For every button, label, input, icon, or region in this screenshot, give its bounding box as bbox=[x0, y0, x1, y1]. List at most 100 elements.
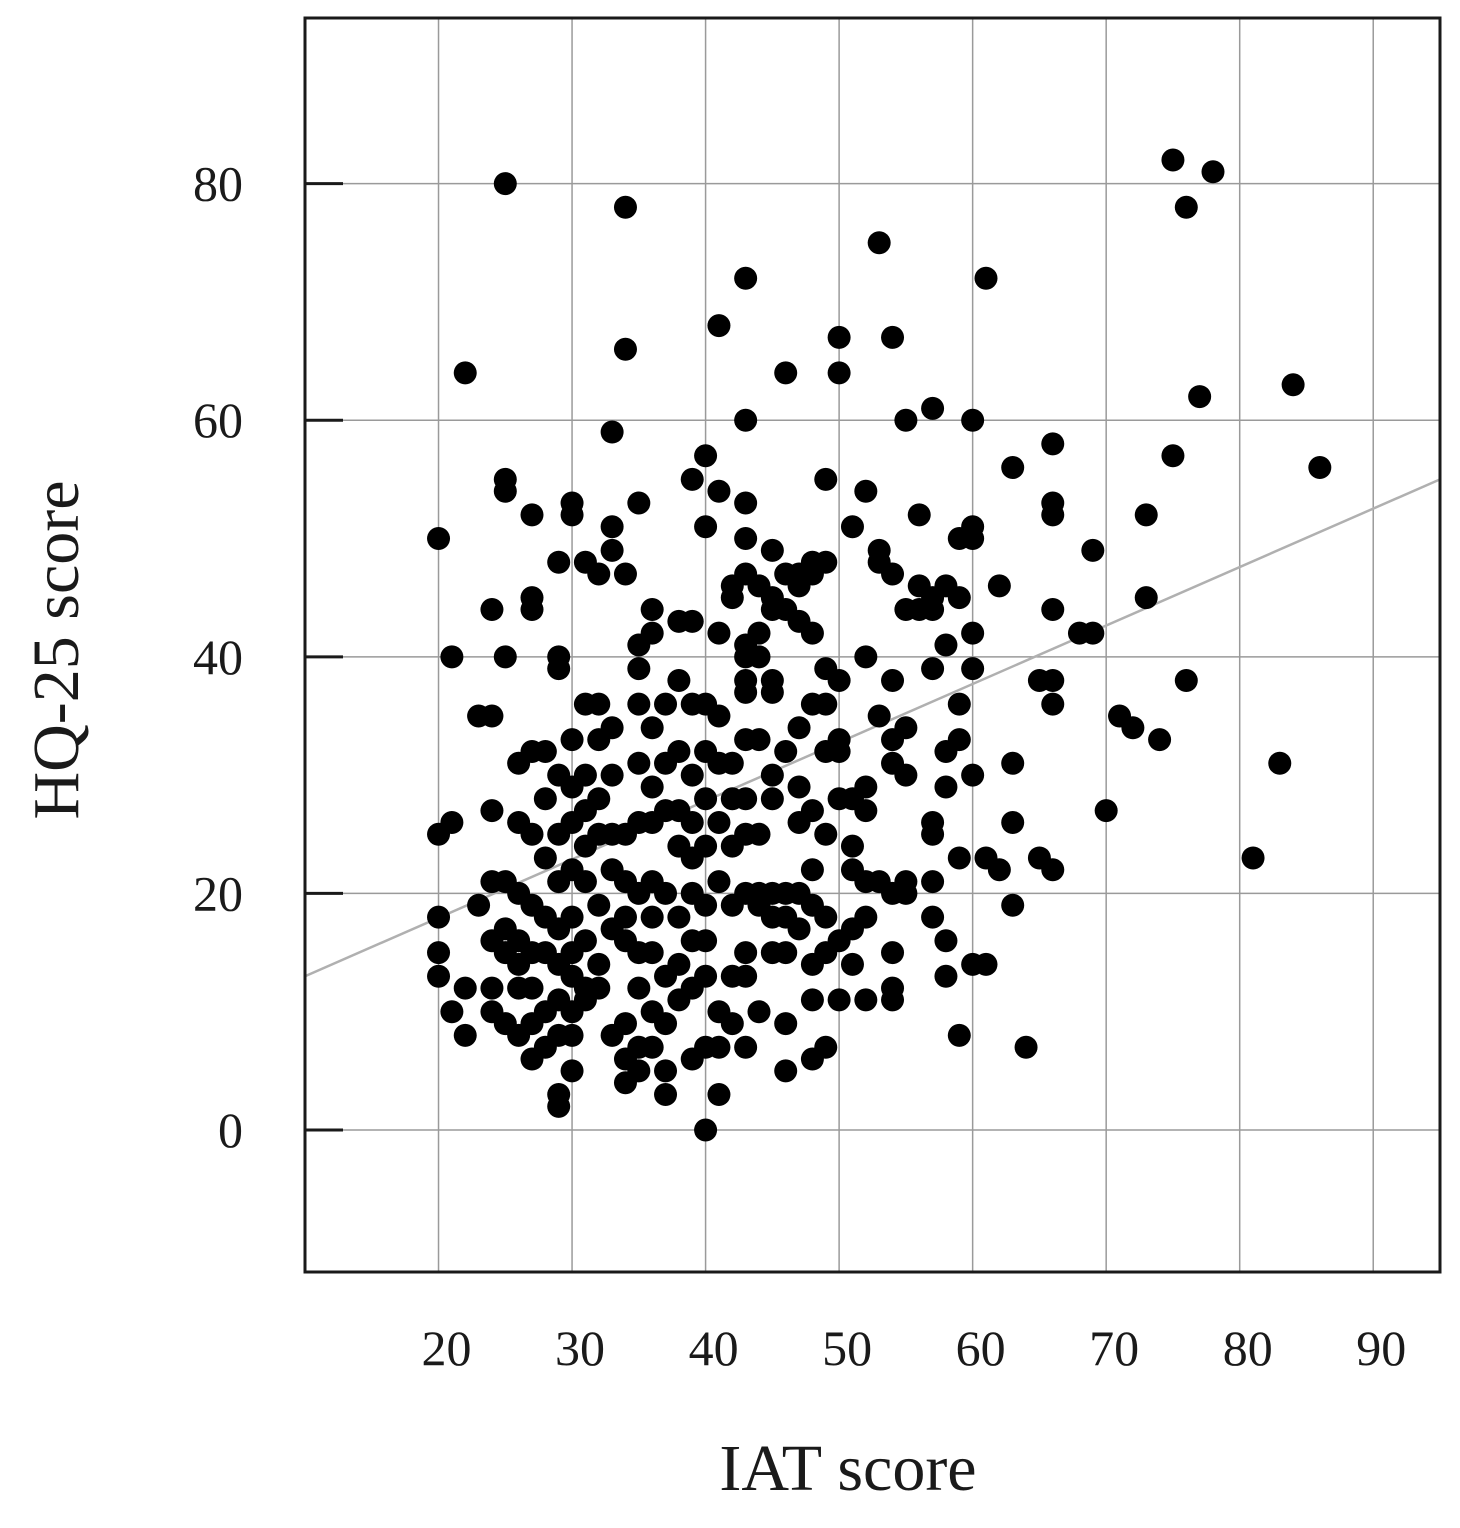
trend-line bbox=[304, 478, 1441, 978]
data-point bbox=[840, 515, 864, 539]
y-tick-label: 0 bbox=[218, 1102, 243, 1158]
data-point bbox=[774, 1012, 798, 1036]
data-point bbox=[921, 905, 945, 929]
data-point bbox=[934, 775, 958, 799]
data-point bbox=[961, 527, 985, 551]
data-point bbox=[600, 716, 624, 740]
data-point bbox=[800, 621, 824, 645]
y-tick-label: 40 bbox=[193, 629, 243, 685]
data-point bbox=[800, 799, 824, 823]
data-point bbox=[814, 905, 838, 929]
data-point bbox=[881, 941, 905, 965]
x-tick-labels: 20 30 40 50 60 70 80 90 bbox=[422, 1320, 1407, 1376]
data-point bbox=[921, 598, 945, 622]
data-point bbox=[1081, 621, 1105, 645]
data-point bbox=[680, 810, 704, 834]
data-point bbox=[453, 361, 477, 385]
data-point bbox=[1188, 385, 1212, 409]
data-point bbox=[587, 976, 611, 1000]
data-point bbox=[707, 621, 731, 645]
data-point bbox=[694, 893, 718, 917]
x-axis-title: IAT score bbox=[719, 1432, 976, 1505]
data-point bbox=[493, 479, 517, 503]
data-point bbox=[921, 396, 945, 420]
data-point bbox=[640, 775, 664, 799]
data-point bbox=[814, 550, 838, 574]
data-point bbox=[613, 195, 637, 219]
data-point bbox=[613, 1012, 637, 1036]
data-point bbox=[747, 728, 771, 752]
data-point bbox=[921, 822, 945, 846]
data-point bbox=[734, 1035, 758, 1059]
data-point bbox=[947, 1023, 971, 1047]
data-point bbox=[947, 846, 971, 870]
y-axis-title: HQ-25 score bbox=[20, 480, 93, 819]
data-point bbox=[854, 799, 878, 823]
grid-lines bbox=[305, 18, 1440, 1272]
data-point bbox=[493, 645, 517, 669]
data-point bbox=[1001, 810, 1025, 834]
data-point bbox=[627, 1059, 651, 1083]
data-point bbox=[573, 929, 597, 953]
data-point bbox=[1014, 1035, 1038, 1059]
data-point bbox=[961, 621, 985, 645]
data-point bbox=[1001, 456, 1025, 480]
x-tick-label: 60 bbox=[956, 1320, 1006, 1376]
data-point bbox=[987, 574, 1011, 598]
data-point bbox=[707, 810, 731, 834]
data-point bbox=[520, 976, 544, 1000]
data-point bbox=[720, 751, 744, 775]
data-point bbox=[587, 952, 611, 976]
data-point bbox=[613, 337, 637, 361]
data-point bbox=[640, 941, 664, 965]
data-point bbox=[760, 680, 784, 704]
x-tick-label: 40 bbox=[689, 1320, 739, 1376]
data-point bbox=[440, 810, 464, 834]
data-point bbox=[947, 586, 971, 610]
x-tick-label: 80 bbox=[1223, 1320, 1273, 1376]
data-point bbox=[453, 976, 477, 1000]
data-point bbox=[734, 680, 758, 704]
data-point bbox=[547, 550, 571, 574]
data-point bbox=[774, 361, 798, 385]
data-point bbox=[881, 325, 905, 349]
x-tick-label: 90 bbox=[1356, 1320, 1406, 1376]
data-point bbox=[707, 1035, 731, 1059]
data-point bbox=[427, 527, 451, 551]
data-point bbox=[854, 645, 878, 669]
data-point bbox=[814, 822, 838, 846]
data-point bbox=[627, 491, 651, 515]
data-point bbox=[627, 751, 651, 775]
data-point bbox=[654, 692, 678, 716]
data-point bbox=[961, 657, 985, 681]
data-points bbox=[427, 148, 1332, 1142]
data-point bbox=[1041, 503, 1065, 527]
data-point bbox=[734, 964, 758, 988]
data-point bbox=[881, 668, 905, 692]
data-point bbox=[480, 704, 504, 728]
data-point bbox=[560, 905, 584, 929]
data-point bbox=[520, 503, 544, 527]
data-point bbox=[480, 976, 504, 1000]
data-point bbox=[1268, 751, 1292, 775]
data-point bbox=[774, 739, 798, 763]
data-point bbox=[894, 408, 918, 432]
data-point bbox=[680, 467, 704, 491]
data-point bbox=[694, 1118, 718, 1142]
data-point bbox=[747, 822, 771, 846]
data-point bbox=[680, 763, 704, 787]
data-point bbox=[827, 739, 851, 763]
y-tick-label: 20 bbox=[193, 865, 243, 921]
data-point bbox=[560, 728, 584, 752]
data-point bbox=[827, 668, 851, 692]
data-point bbox=[533, 846, 557, 870]
x-tick-label: 30 bbox=[555, 1320, 605, 1376]
data-point bbox=[587, 893, 611, 917]
data-point bbox=[680, 609, 704, 633]
data-point bbox=[827, 325, 851, 349]
data-point bbox=[613, 562, 637, 586]
data-point bbox=[1001, 751, 1025, 775]
data-point bbox=[840, 952, 864, 976]
data-point bbox=[1041, 668, 1065, 692]
